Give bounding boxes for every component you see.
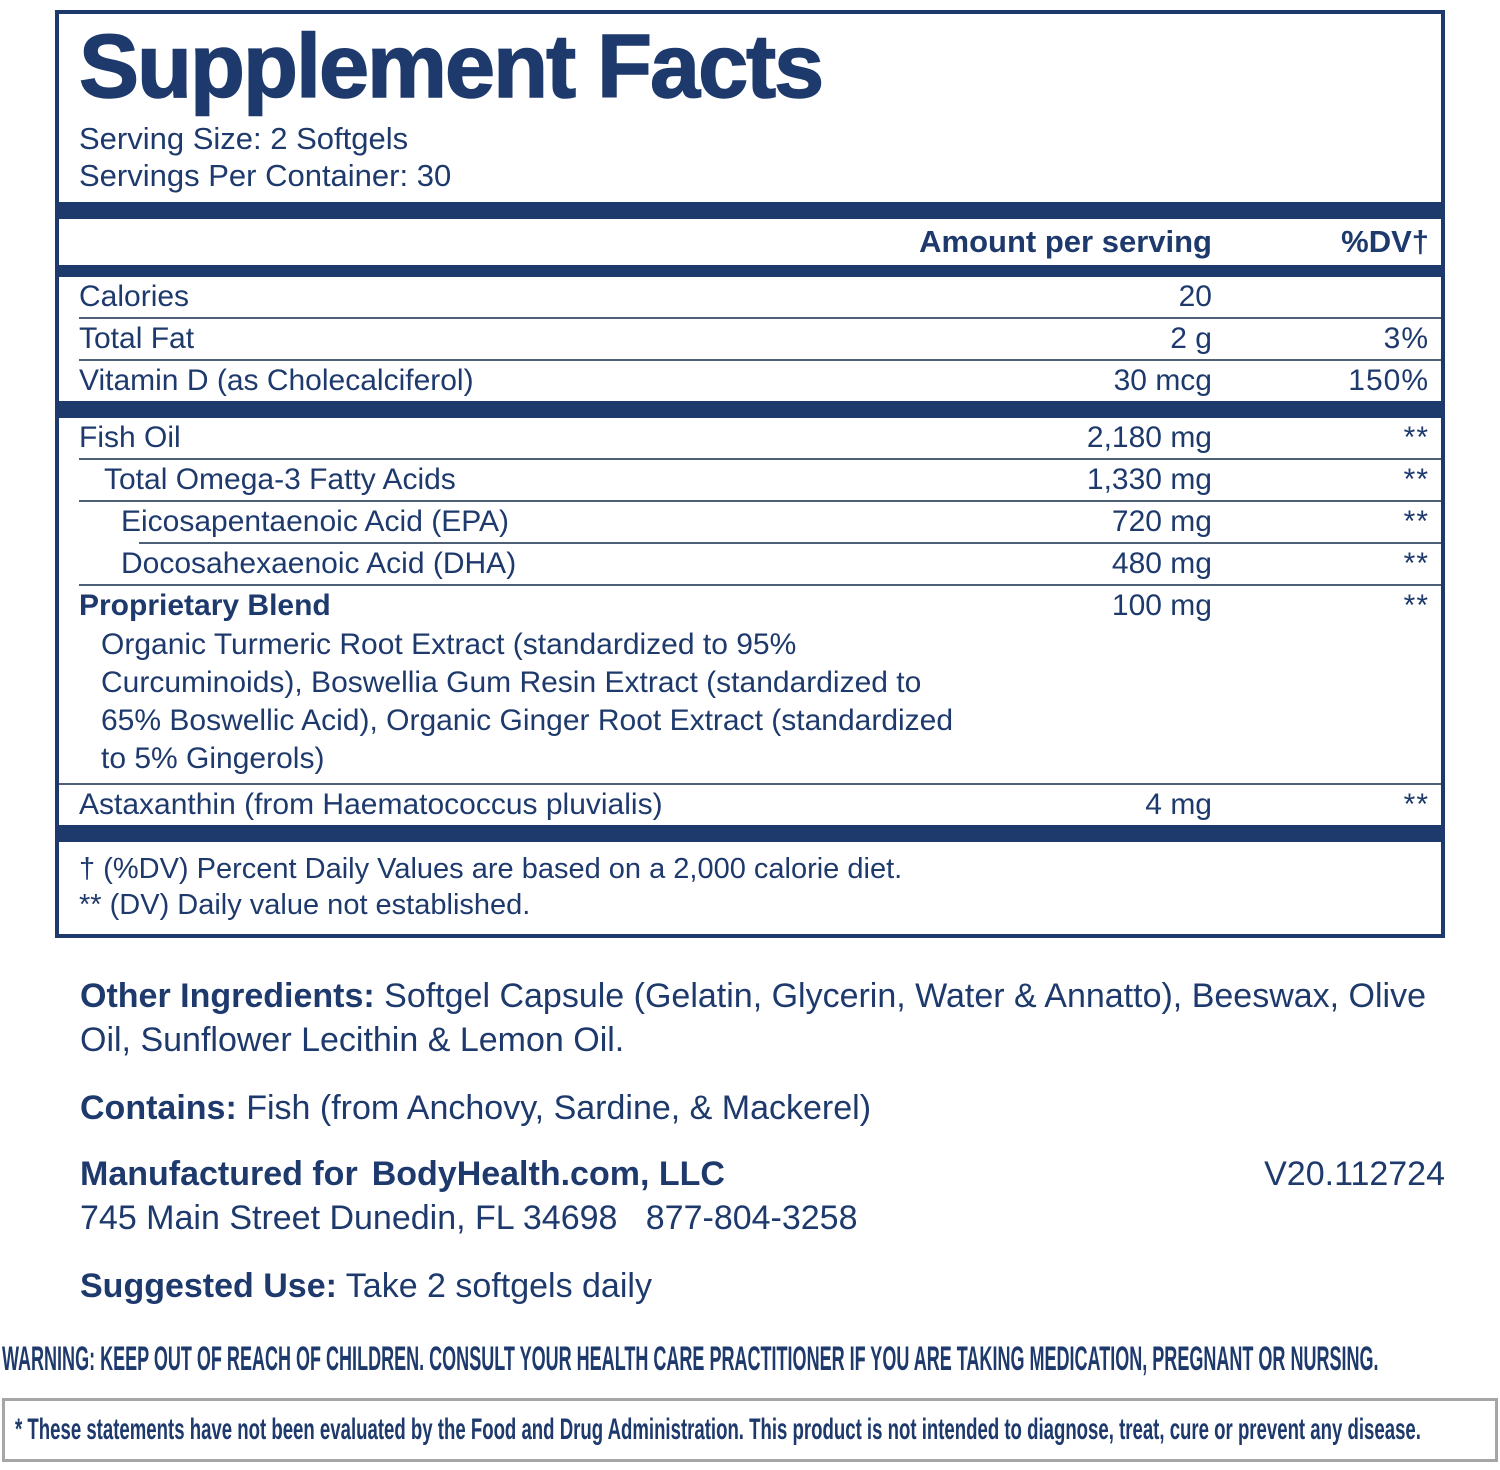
row-amount: 2,180 mg: [1086, 420, 1212, 454]
row-amount: 720 mg: [1111, 504, 1212, 538]
table-row: Total Omega-3 Fatty Acids 1,330 mg **: [79, 460, 1429, 500]
manufacturer-name: BodyHealth.com, LLC: [371, 1154, 725, 1193]
dv-column-header: %DV†: [1341, 223, 1429, 259]
row-divider: [79, 316, 1441, 319]
manufacturer-row: Manufactured for BodyHealth.com, LLC V20.…: [80, 1152, 1445, 1196]
other-ingredients: Other Ingredients: Softgel Capsule (Gela…: [80, 974, 1445, 1062]
facts-rows: Calories 20 Total Fat 2 g 3% Vitamin D (as Ch…: [59, 277, 1441, 825]
row-label: Calories: [79, 279, 190, 313]
amount-column-header: Amount per serving: [919, 223, 1212, 259]
row-amount: 20: [1178, 279, 1212, 313]
row-label: Vitamin D (as Cholecalciferol): [79, 363, 474, 397]
table-row: Fish Oil 2,180 mg **: [79, 418, 1429, 458]
footnotes: † (%DV) Percent Daily Values are based o…: [79, 842, 1429, 934]
row-dv: 150%: [1348, 363, 1429, 397]
row-amount: 30 mcg: [1113, 363, 1212, 397]
panel-title: Supplement Facts: [78, 17, 825, 117]
row-dv: **: [1403, 420, 1429, 454]
contains-text: Fish (from Anchovy, Sardine, & Mackerel): [236, 1088, 872, 1127]
table-row: Docosahexaenoic Acid (DHA) 480 mg **: [79, 544, 1429, 584]
row-label: Total Fat: [79, 321, 195, 355]
version-code: V20.112724: [1264, 1154, 1445, 1193]
serving-info: Serving Size: 2 Softgels Servings Per Co…: [79, 120, 1429, 194]
row-amount: 100 mg: [1111, 588, 1212, 622]
table-row: Proprietary Blend 100 mg **: [79, 586, 1429, 626]
fda-disclaimer-box: * These statements have not been evaluat…: [2, 1397, 1498, 1462]
other-ingredients-text: Softgel Capsule (Gelatin, Glycerin, Wate…: [80, 976, 1427, 1059]
manufactured-for-label: Manufactured for: [80, 1154, 358, 1193]
row-dv: **: [1403, 588, 1429, 622]
blend-description: Organic Turmeric Root Extract (standardi…: [101, 627, 954, 775]
row-divider: [79, 499, 1441, 502]
row-label: Proprietary Blend: [79, 588, 331, 622]
row-divider: [79, 358, 1441, 361]
contains-label: Contains:: [80, 1088, 237, 1127]
row-divider: [139, 541, 1441, 544]
row-divider: [59, 782, 1441, 785]
table-row: Calories 20: [79, 277, 1429, 317]
row-dv: **: [1403, 787, 1429, 821]
contains-statement: Contains: Fish (from Anchovy, Sardine, &…: [80, 1086, 1445, 1130]
manufactured-for: Manufactured for BodyHealth.com, LLC: [80, 1152, 725, 1196]
row-dv: 3%: [1383, 321, 1429, 355]
row-amount: 480 mg: [1111, 546, 1212, 580]
row-label: Eicosapentaenoic Acid (EPA): [121, 504, 509, 538]
row-amount: 4 mg: [1145, 787, 1212, 821]
medium-divider: [59, 264, 1441, 277]
manufacturer-block: Manufactured for BodyHealth.com, LLC V20.…: [80, 1152, 1445, 1240]
suggested-use-text: Take 2 softgels daily: [336, 1266, 652, 1305]
warning-statement: WARNING: KEEP OUT OF REACH OF CHILDREN. …: [2, 1339, 1379, 1378]
table-row: Vitamin D (as Cholecalciferol) 30 mcg 150%: [79, 361, 1429, 401]
table-header-row: Amount per serving %DV†: [79, 219, 1429, 265]
fda-disclaimer-text: * These statements have not been evaluat…: [15, 1412, 1421, 1446]
manufacturer-address: 745 Main Street Dunedin, FL 34698 877-80…: [80, 1198, 858, 1237]
label-page: Supplement Facts Serving Size: 2 Softgel…: [0, 10, 1500, 1470]
row-divider: [79, 583, 1441, 586]
footnote-line: ** (DV) Daily value not established.: [79, 888, 531, 921]
row-divider: [79, 457, 1441, 460]
row-dv: **: [1403, 546, 1429, 580]
row-amount: 2 g: [1170, 321, 1212, 355]
thick-divider: [59, 201, 1441, 219]
row-label: Fish Oil: [79, 420, 181, 454]
serving-size: Serving Size: 2 Softgels: [79, 120, 409, 156]
table-row: Astaxanthin (from Haematococcus pluviali…: [79, 785, 1429, 825]
footnote-line: † (%DV) Percent Daily Values are based o…: [79, 852, 903, 885]
row-amount: 1,330 mg: [1086, 462, 1212, 496]
table-row: Eicosapentaenoic Acid (EPA) 720 mg **: [79, 502, 1429, 542]
suggested-use-label: Suggested Use:: [80, 1266, 337, 1305]
other-ingredients-label: Other Ingredients:: [80, 976, 375, 1015]
thick-divider: [59, 400, 1441, 418]
row-label: Astaxanthin (from Haematococcus pluviali…: [79, 787, 663, 821]
suggested-use: Suggested Use: Take 2 softgels daily: [80, 1264, 1445, 1308]
supplement-facts-panel: Supplement Facts Serving Size: 2 Softgel…: [55, 10, 1445, 938]
row-label: Total Omega-3 Fatty Acids: [104, 462, 456, 496]
row-dv: **: [1403, 504, 1429, 538]
row-dv: **: [1403, 462, 1429, 496]
table-row: Total Fat 2 g 3%: [79, 319, 1429, 359]
row-label: Docosahexaenoic Acid (DHA): [121, 546, 517, 580]
servings-per-container: Servings Per Container: 30: [79, 157, 452, 193]
thick-divider: [59, 824, 1441, 842]
